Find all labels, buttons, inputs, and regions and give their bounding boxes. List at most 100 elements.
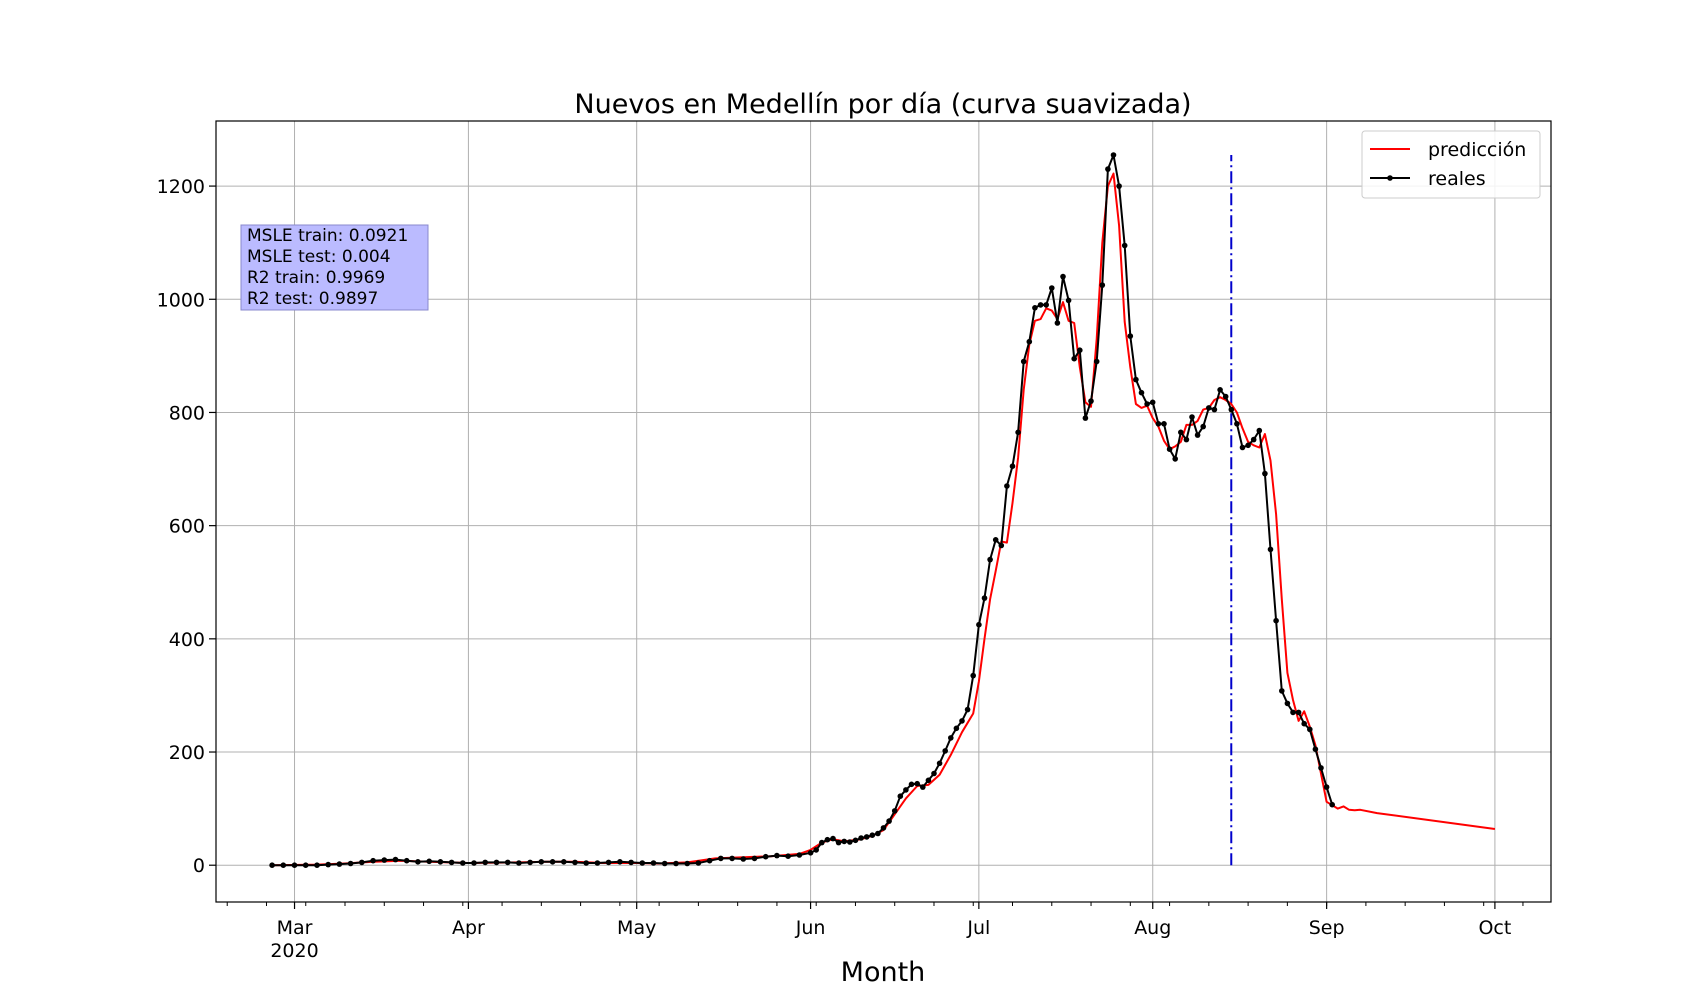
data-point-reales xyxy=(1032,305,1038,311)
data-point-reales xyxy=(302,862,309,868)
data-point-reales xyxy=(858,835,864,841)
data-point-reales xyxy=(1043,302,1049,308)
chart-title: Nuevos en Medellín por día (curva suaviz… xyxy=(574,89,1191,120)
y-tick-label: 800 xyxy=(169,402,205,424)
data-point-reales xyxy=(538,859,545,865)
data-point-reales xyxy=(774,852,780,859)
data-point-reales xyxy=(1329,801,1335,808)
data-point-reales xyxy=(1155,421,1162,427)
data-point-reales xyxy=(381,857,388,863)
data-point-reales xyxy=(572,859,578,866)
data-point-reales xyxy=(661,860,668,867)
y-tick-label: 1000 xyxy=(157,289,205,311)
annotation-line-r2-train: R2 train: 0.9969 xyxy=(247,268,385,288)
x-tick-sublabel: 2020 xyxy=(270,940,318,962)
data-point-reales xyxy=(1318,765,1324,771)
data-point-reales xyxy=(1222,393,1229,400)
data-point-reales xyxy=(1267,546,1274,553)
data-point-reales xyxy=(684,860,690,867)
data-point-reales xyxy=(673,860,679,867)
x-tick-label: Aug xyxy=(1134,917,1171,939)
data-point-reales xyxy=(908,781,915,788)
annotation-line-msle-train: MSLE train: 0.0921 xyxy=(247,226,408,246)
data-point-reales xyxy=(953,725,960,732)
data-point-reales xyxy=(370,857,376,864)
data-point-reales xyxy=(1060,273,1066,280)
data-point-reales xyxy=(617,859,623,865)
data-point-reales xyxy=(594,860,601,866)
x-tick-label: Jun xyxy=(795,917,826,939)
data-point-reales xyxy=(1161,421,1167,427)
x-tick-label: Oct xyxy=(1478,917,1511,939)
data-point-reales xyxy=(493,859,500,866)
data-point-reales xyxy=(807,850,814,856)
data-point-reales xyxy=(415,859,421,865)
y-tick-label: 200 xyxy=(169,742,205,764)
metrics-annotation-box: MSLE train: 0.0921 MSLE test: 0.004 R2 t… xyxy=(240,224,429,311)
plot-frame xyxy=(215,120,1552,903)
legend-marker-reales xyxy=(1387,175,1393,181)
data-point-reales xyxy=(1121,242,1128,249)
data-point-reales xyxy=(471,860,477,866)
data-point-reales xyxy=(886,818,892,824)
data-point-reales xyxy=(936,760,943,767)
legend: predicción reales xyxy=(1361,130,1541,199)
y-tick-label: 1200 xyxy=(157,176,205,198)
data-point-reales xyxy=(1138,389,1145,396)
data-point-reales xyxy=(1172,456,1178,462)
data-point-reales xyxy=(1105,166,1111,172)
data-point-reales xyxy=(729,855,735,862)
data-point-reales xyxy=(605,859,612,866)
data-point-reales xyxy=(718,855,724,862)
data-point-reales xyxy=(976,621,982,628)
data-point-reales xyxy=(639,860,646,866)
data-point-reales xyxy=(291,862,298,868)
data-point-reales xyxy=(1245,442,1251,449)
data-point-reales xyxy=(1065,297,1072,304)
data-point-reales xyxy=(504,859,511,866)
data-point-reales xyxy=(482,859,489,866)
x-tick-label: Sep xyxy=(1309,917,1345,939)
data-point-reales xyxy=(903,787,909,793)
data-point-reales xyxy=(1004,483,1010,489)
data-point-reales xyxy=(942,748,948,754)
data-point-reales xyxy=(426,858,433,865)
data-point-reales xyxy=(1015,429,1021,436)
data-point-reales xyxy=(1116,183,1122,189)
data-point-reales xyxy=(869,832,876,838)
data-point-reales xyxy=(1189,414,1195,420)
data-point-reales xyxy=(269,862,275,868)
data-point-reales xyxy=(925,777,932,784)
data-point-reales xyxy=(796,852,803,858)
legend-frame xyxy=(1361,130,1541,199)
data-point-reales xyxy=(280,862,287,868)
data-point-reales xyxy=(964,706,971,713)
y-axis: 0 200 400 600 800 1000 1200 xyxy=(157,176,216,877)
data-point-reales xyxy=(1234,421,1240,427)
data-point-reales xyxy=(847,839,853,845)
data-point-reales xyxy=(1144,401,1150,407)
x-tick-label: May xyxy=(617,917,656,939)
data-point-reales xyxy=(1178,429,1184,436)
data-point-reales xyxy=(336,861,343,867)
data-point-reales xyxy=(1054,320,1061,326)
data-point-reales xyxy=(931,770,937,777)
data-point-reales xyxy=(830,835,836,842)
data-point-reales xyxy=(1026,338,1033,345)
data-point-reales xyxy=(841,838,847,845)
data-point-reales xyxy=(1149,399,1156,406)
annotation-line-r2-test: R2 test: 0.9897 xyxy=(247,289,378,309)
x-axis-label: Month xyxy=(841,957,926,988)
data-point-reales xyxy=(1290,709,1296,716)
legend-label-reales: reales xyxy=(1428,168,1486,190)
annotation-background xyxy=(240,224,429,311)
x-tick-label: Jul xyxy=(966,917,990,939)
data-point-reales xyxy=(527,859,533,866)
data-point-reales xyxy=(1133,376,1139,383)
data-point-reales xyxy=(1217,387,1223,393)
data-point-reales xyxy=(1194,432,1201,438)
data-point-reales xyxy=(1273,617,1279,624)
data-point-reales xyxy=(813,847,819,853)
series-layer xyxy=(269,152,1496,868)
data-point-reales xyxy=(1099,282,1106,288)
